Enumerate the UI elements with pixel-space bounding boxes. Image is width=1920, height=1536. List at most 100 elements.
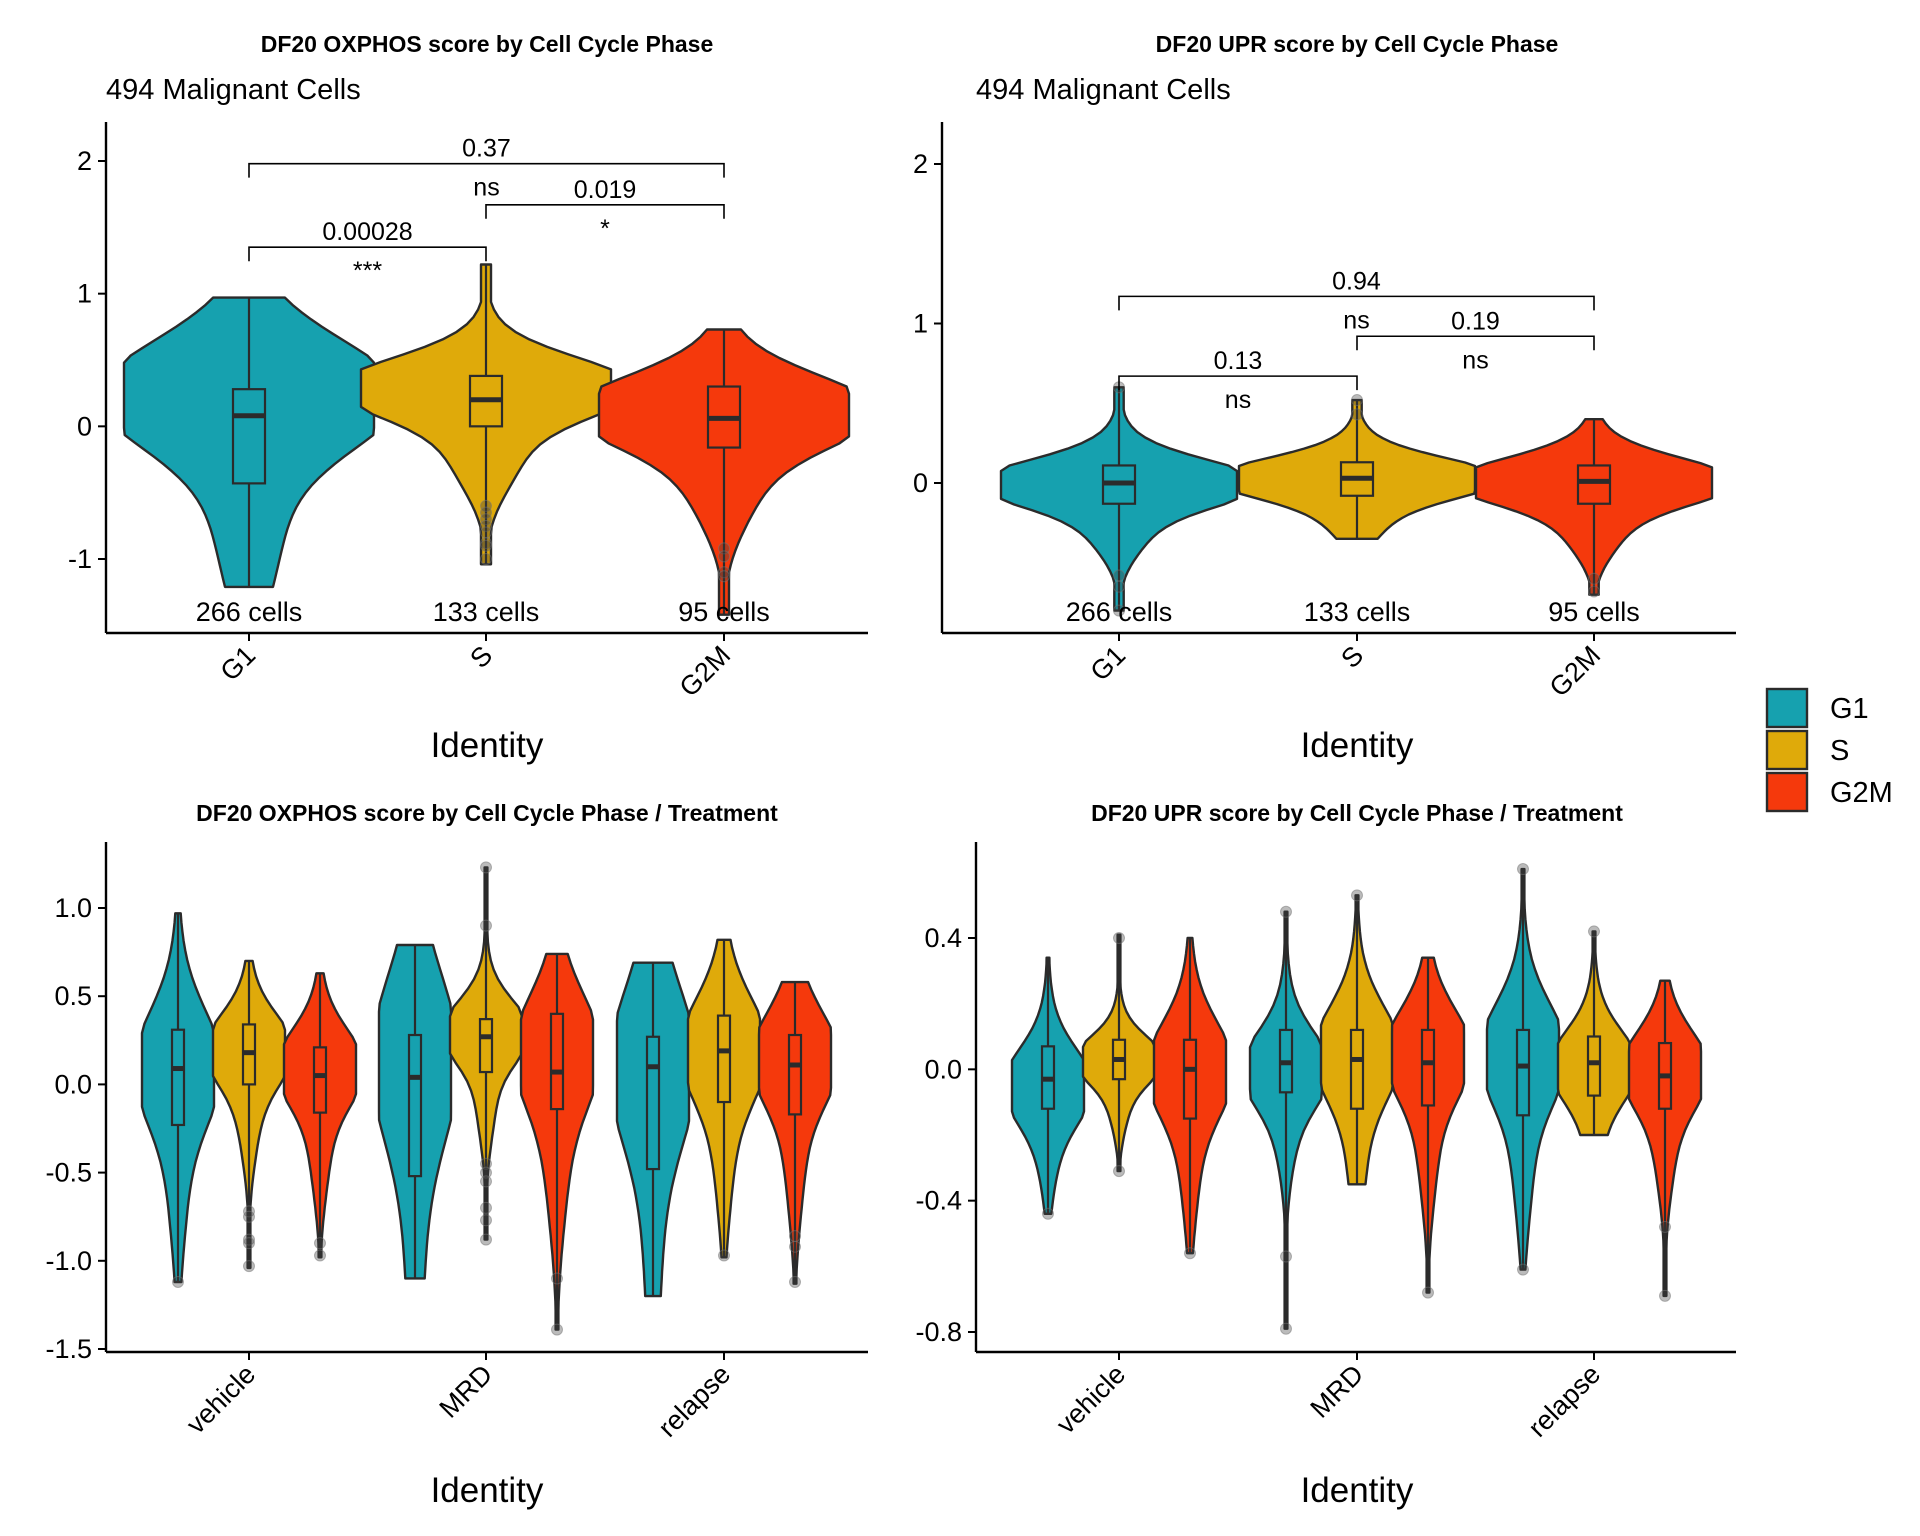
outlier-point: [1517, 1263, 1529, 1276]
box: [1349, 1028, 1365, 1110]
violin: [122, 296, 376, 589]
violin: [448, 861, 524, 1246]
x-tick-label: MRD: [434, 1359, 499, 1424]
box: [1420, 1028, 1436, 1107]
outlier-point: [1280, 905, 1292, 918]
outlier-point: [480, 1233, 492, 1246]
significance-label: ns: [1462, 346, 1488, 374]
panel-upr-by-treatment: DF20 UPR score by Cell Cycle Phase / Tre…: [915, 800, 1736, 1510]
y-tick-label: 1: [913, 309, 928, 339]
y-tick-label: 2: [77, 146, 92, 176]
y-tick-label: -0.8: [915, 1317, 962, 1347]
x-axis-label: Identity: [1301, 1471, 1414, 1510]
legend-item: G1: [1765, 687, 1869, 729]
outlier-point: [1113, 569, 1125, 582]
x-tick-label: G2M: [674, 640, 737, 703]
legend-label: G1: [1830, 693, 1869, 725]
chart-subtitle: 494 Malignant Cells: [106, 74, 361, 106]
outlier-point: [480, 519, 492, 532]
bracket-line: [1118, 375, 1358, 391]
p-value-label: 0.94: [1332, 267, 1381, 295]
y-tick-label: 0: [913, 468, 928, 498]
y-tick-label: 1: [77, 279, 92, 309]
outlier-point: [1588, 585, 1600, 598]
violin: [686, 938, 762, 1262]
panel-oxphos-by-phase: DF20 OXPHOS score by Cell Cycle Phase 49…: [68, 31, 868, 765]
significance-bracket: 0.13 ns: [1118, 347, 1358, 414]
x-tick-label: relapse: [652, 1359, 736, 1443]
y-tick-label: 2: [913, 149, 928, 179]
legend-label: S: [1830, 735, 1849, 767]
bracket-line: [1118, 295, 1595, 311]
legend: G1 S G2M: [1765, 687, 1893, 813]
outlier-point: [172, 1275, 184, 1288]
box: [1182, 1038, 1198, 1120]
box: [787, 1033, 803, 1116]
box: [1576, 464, 1612, 505]
legend-swatch: [1765, 729, 1809, 771]
box: [170, 1028, 186, 1127]
outlier-point: [789, 1275, 801, 1288]
outlier-point: [789, 1240, 801, 1253]
significance-bracket: 0.19 ns: [1356, 307, 1595, 374]
box: [312, 1046, 328, 1114]
significance-bracket: 0.37 ns: [248, 135, 725, 202]
box: [478, 1018, 494, 1074]
x-tick-label: S: [1335, 640, 1369, 674]
violin: [1319, 889, 1395, 1186]
outlier-point: [480, 861, 492, 874]
y-tick-label: 0.4: [924, 923, 962, 953]
significance-label: ns: [1225, 386, 1251, 414]
outlier-point: [480, 499, 492, 512]
y-tick-label: 0.0: [54, 1069, 92, 1099]
outlier-point: [1659, 1289, 1671, 1302]
bracket-line: [248, 246, 487, 262]
outlier-point: [1113, 580, 1125, 593]
y-tick-label: 0.0: [924, 1054, 962, 1084]
outlier-point: [1588, 925, 1600, 938]
significance-bracket: 0.94 ns: [1118, 267, 1595, 334]
violin: [359, 263, 613, 566]
chart-subtitle: 494 Malignant Cells: [976, 74, 1231, 106]
outlier-point: [1659, 1220, 1671, 1233]
y-tick-label: -0.4: [915, 1186, 962, 1216]
chart-title: DF20 UPR score by Cell Cycle Phase: [1156, 31, 1559, 57]
outlier-point: [314, 1237, 326, 1250]
outlier-point: [243, 1233, 255, 1246]
legend-swatch: [1765, 687, 1809, 729]
bracket-line: [485, 203, 725, 219]
significance-label: ***: [353, 257, 382, 285]
significance-bracket: 0.019 *: [485, 176, 725, 243]
x-tick-label: relapse: [1522, 1359, 1606, 1443]
x-tick-label: MRD: [1305, 1359, 1370, 1424]
y-tick-label: 0.5: [54, 981, 92, 1011]
outlier-point: [718, 550, 730, 563]
p-value-label: 0.019: [574, 176, 637, 204]
box: [231, 388, 267, 485]
outlier-point: [480, 513, 492, 526]
box: [549, 1012, 565, 1111]
panel-upr-by-phase: DF20 UPR score by Cell Cycle Phase 494 M…: [913, 31, 1736, 765]
outlier-point: [480, 506, 492, 519]
outlier-point: [480, 553, 492, 565]
violin: [211, 959, 287, 1273]
outlier-point: [789, 1230, 801, 1243]
violin: [1081, 932, 1157, 1178]
bracket-line: [1356, 335, 1595, 351]
outlier-point: [1588, 572, 1600, 585]
cell-count-label: 133 cells: [1304, 597, 1411, 627]
bracket-line: [248, 162, 725, 178]
box: [1586, 1035, 1602, 1097]
violin: [1627, 979, 1703, 1302]
outlier-point: [1184, 1247, 1196, 1260]
violin: [519, 952, 595, 1336]
outlier-point: [243, 1210, 255, 1223]
outlier-point: [243, 1237, 255, 1250]
significance-label: ns: [473, 174, 499, 202]
x-tick-label: vehicle: [1051, 1359, 1132, 1440]
y-tick-label: 0: [77, 411, 92, 441]
y-tick-label: -1: [68, 544, 92, 574]
x-tick-label: G1: [215, 640, 262, 687]
p-value-label: 0.13: [1214, 347, 1263, 375]
violin: [1010, 956, 1086, 1220]
